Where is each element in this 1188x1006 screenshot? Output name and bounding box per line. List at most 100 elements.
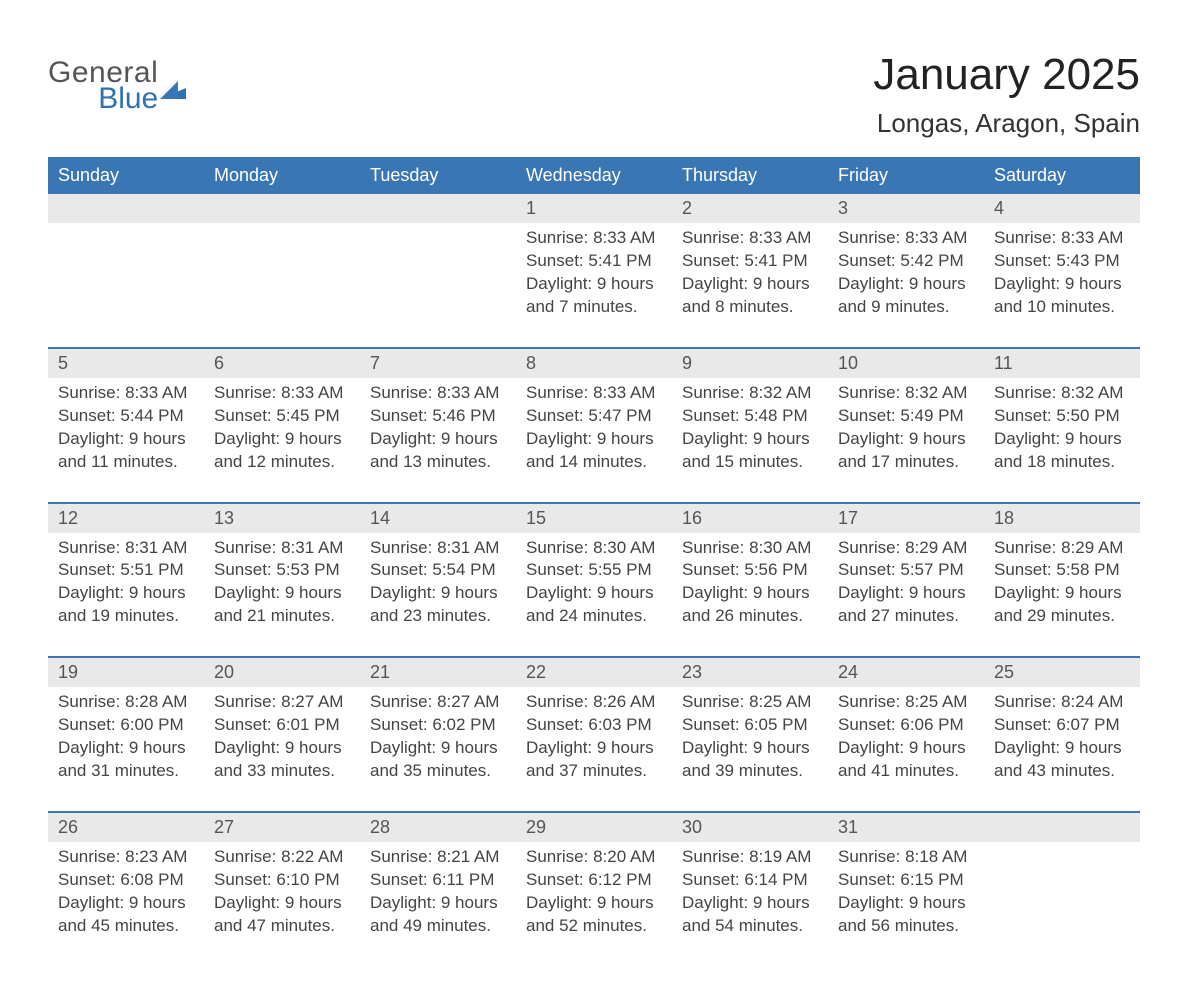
daylight-line-2: and 10 minutes. [994, 296, 1130, 319]
sunrise-line: Sunrise: 8:33 AM [58, 382, 194, 405]
month-title: January 2025 [873, 50, 1140, 100]
daylight-line-2: and 8 minutes. [682, 296, 818, 319]
day-number: 24 [828, 658, 984, 687]
weekday-header: Wednesday [516, 159, 672, 194]
sunrise-line: Sunrise: 8:22 AM [214, 846, 350, 869]
sunset-line: Sunset: 6:14 PM [682, 869, 818, 892]
day-number: 17 [828, 504, 984, 533]
day-data: Sunrise: 8:26 AMSunset: 6:03 PMDaylight:… [516, 687, 672, 811]
sunrise-line: Sunrise: 8:18 AM [838, 846, 974, 869]
daylight-line-2: and 17 minutes. [838, 451, 974, 474]
sunset-line: Sunset: 6:11 PM [370, 869, 506, 892]
day-number: 3 [828, 194, 984, 223]
daylight-line-1: Daylight: 9 hours [58, 582, 194, 605]
sunset-line: Sunset: 6:03 PM [526, 714, 662, 737]
day-data: Sunrise: 8:30 AMSunset: 5:56 PMDaylight:… [672, 533, 828, 657]
sunset-line: Sunset: 6:05 PM [682, 714, 818, 737]
day-data: Sunrise: 8:31 AMSunset: 5:54 PMDaylight:… [360, 533, 516, 657]
day-data: Sunrise: 8:33 AMSunset: 5:41 PMDaylight:… [672, 223, 828, 347]
daylight-line-2: and 31 minutes. [58, 760, 194, 783]
sunrise-line: Sunrise: 8:31 AM [214, 537, 350, 560]
day-number: 2 [672, 194, 828, 223]
daylight-line-2: and 41 minutes. [838, 760, 974, 783]
sunrise-line: Sunrise: 8:29 AM [838, 537, 974, 560]
sunset-line: Sunset: 5:46 PM [370, 405, 506, 428]
day-data: Sunrise: 8:21 AMSunset: 6:11 PMDaylight:… [360, 842, 516, 966]
day-data [48, 223, 204, 347]
daylight-line-1: Daylight: 9 hours [682, 892, 818, 915]
daylight-line-2: and 7 minutes. [526, 296, 662, 319]
sunset-line: Sunset: 6:10 PM [214, 869, 350, 892]
day-data: Sunrise: 8:32 AMSunset: 5:49 PMDaylight:… [828, 378, 984, 502]
sunset-line: Sunset: 5:54 PM [370, 559, 506, 582]
daylight-line-1: Daylight: 9 hours [838, 892, 974, 915]
sunrise-line: Sunrise: 8:33 AM [370, 382, 506, 405]
sunset-line: Sunset: 5:51 PM [58, 559, 194, 582]
sunset-line: Sunset: 5:41 PM [526, 250, 662, 273]
sunrise-line: Sunrise: 8:27 AM [370, 691, 506, 714]
daylight-line-1: Daylight: 9 hours [370, 428, 506, 451]
daylight-line-1: Daylight: 9 hours [682, 428, 818, 451]
daylight-line-2: and 35 minutes. [370, 760, 506, 783]
daylight-line-2: and 52 minutes. [526, 915, 662, 938]
daylight-line-1: Daylight: 9 hours [214, 428, 350, 451]
sunrise-line: Sunrise: 8:31 AM [370, 537, 506, 560]
sunrise-line: Sunrise: 8:33 AM [214, 382, 350, 405]
daylight-line-2: and 33 minutes. [214, 760, 350, 783]
day-number: 13 [204, 504, 360, 533]
sunset-line: Sunset: 5:56 PM [682, 559, 818, 582]
daylight-line-1: Daylight: 9 hours [838, 737, 974, 760]
daylight-line-1: Daylight: 9 hours [370, 737, 506, 760]
day-number: 30 [672, 813, 828, 842]
day-data: Sunrise: 8:33 AMSunset: 5:46 PMDaylight:… [360, 378, 516, 502]
day-data: Sunrise: 8:18 AMSunset: 6:15 PMDaylight:… [828, 842, 984, 966]
daylight-line-1: Daylight: 9 hours [838, 273, 974, 296]
weekday-header: Thursday [672, 159, 828, 194]
day-data: Sunrise: 8:33 AMSunset: 5:47 PMDaylight:… [516, 378, 672, 502]
day-number: 23 [672, 658, 828, 687]
daylight-line-1: Daylight: 9 hours [526, 582, 662, 605]
day-data: Sunrise: 8:24 AMSunset: 6:07 PMDaylight:… [984, 687, 1140, 811]
day-data: Sunrise: 8:32 AMSunset: 5:48 PMDaylight:… [672, 378, 828, 502]
location-subtitle: Longas, Aragon, Spain [873, 108, 1140, 139]
sunrise-line: Sunrise: 8:33 AM [994, 227, 1130, 250]
sunrise-line: Sunrise: 8:21 AM [370, 846, 506, 869]
brand-logo: General Blue [48, 50, 186, 114]
daylight-line-2: and 21 minutes. [214, 605, 350, 628]
sunset-line: Sunset: 5:49 PM [838, 405, 974, 428]
day-data: Sunrise: 8:20 AMSunset: 6:12 PMDaylight:… [516, 842, 672, 966]
daylight-line-1: Daylight: 9 hours [58, 892, 194, 915]
day-number: 8 [516, 349, 672, 378]
day-data: Sunrise: 8:22 AMSunset: 6:10 PMDaylight:… [204, 842, 360, 966]
brand-text: General Blue [48, 58, 158, 114]
daylight-line-2: and 37 minutes. [526, 760, 662, 783]
sunrise-line: Sunrise: 8:29 AM [994, 537, 1130, 560]
day-number [360, 194, 516, 223]
weekday-header: Monday [204, 159, 360, 194]
daylight-line-1: Daylight: 9 hours [214, 892, 350, 915]
calendar-week: 262728293031Sunrise: 8:23 AMSunset: 6:08… [48, 811, 1140, 966]
day-number: 4 [984, 194, 1140, 223]
daylight-line-1: Daylight: 9 hours [994, 582, 1130, 605]
day-number: 29 [516, 813, 672, 842]
sunset-line: Sunset: 6:00 PM [58, 714, 194, 737]
sunset-line: Sunset: 6:02 PM [370, 714, 506, 737]
daylight-line-2: and 27 minutes. [838, 605, 974, 628]
sunset-line: Sunset: 5:45 PM [214, 405, 350, 428]
day-data [984, 842, 1140, 966]
daylight-line-2: and 24 minutes. [526, 605, 662, 628]
sunrise-line: Sunrise: 8:33 AM [838, 227, 974, 250]
daylight-line-1: Daylight: 9 hours [994, 737, 1130, 760]
daylight-line-2: and 15 minutes. [682, 451, 818, 474]
day-number: 26 [48, 813, 204, 842]
sunrise-line: Sunrise: 8:23 AM [58, 846, 194, 869]
day-data: Sunrise: 8:32 AMSunset: 5:50 PMDaylight:… [984, 378, 1140, 502]
sunrise-line: Sunrise: 8:30 AM [526, 537, 662, 560]
daylight-line-2: and 45 minutes. [58, 915, 194, 938]
daylight-line-1: Daylight: 9 hours [838, 582, 974, 605]
sunrise-line: Sunrise: 8:33 AM [526, 227, 662, 250]
day-data [360, 223, 516, 347]
daylight-line-2: and 18 minutes. [994, 451, 1130, 474]
flag-icon [160, 77, 186, 99]
daylight-line-1: Daylight: 9 hours [682, 273, 818, 296]
